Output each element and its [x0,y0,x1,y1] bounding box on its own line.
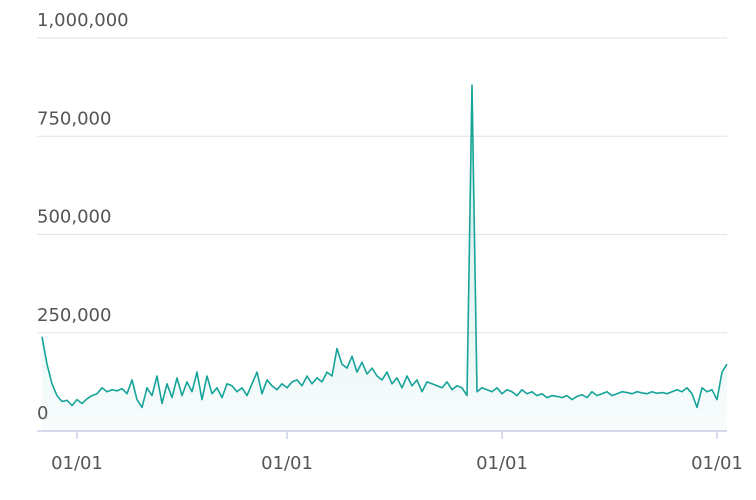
y-tick-label: 250,000 [37,305,111,326]
x-tick-label: 01/01 [51,453,103,474]
x-tick-label: 01/01 [261,453,313,474]
x-tick-label: 01/01 [476,453,528,474]
x-tick-label: 01/01 [691,453,743,474]
line [41,84,728,409]
y-tick-label: 1,000,000 [37,10,129,31]
y-tick-label: 750,000 [37,108,111,129]
y-tick-label: 500,000 [37,207,111,228]
area [42,85,727,431]
